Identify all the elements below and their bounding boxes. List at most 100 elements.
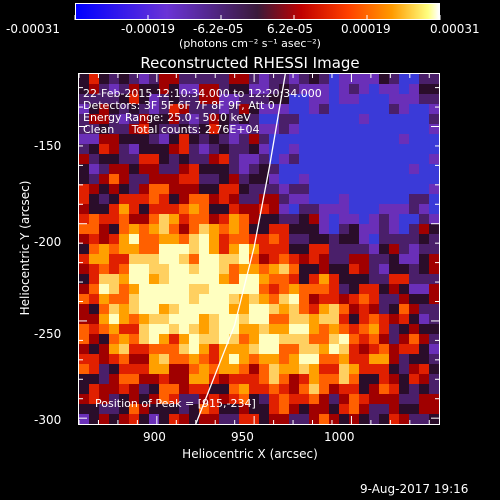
heatmap-cell (119, 94, 130, 105)
heatmap-cell (189, 284, 200, 295)
heatmap-cell (89, 214, 100, 225)
heatmap-cell (259, 274, 270, 285)
heatmap-cell (279, 374, 290, 385)
heatmap-cell (409, 324, 420, 335)
heatmap-cell (99, 144, 110, 155)
heatmap-cell (359, 114, 370, 125)
heatmap-cell (179, 104, 190, 115)
heatmap-cell (89, 324, 100, 335)
heatmap-cell (99, 354, 110, 365)
y-tick-label: -200 (34, 235, 62, 249)
heatmap-cell (429, 364, 439, 375)
heatmap-cell (109, 354, 120, 365)
heatmap-cell (229, 374, 240, 385)
heatmap-cell (329, 204, 340, 215)
heatmap-cell (229, 354, 240, 365)
heatmap-cell (259, 124, 270, 135)
heatmap-cell (309, 134, 320, 145)
heatmap-cell (209, 214, 220, 225)
heatmap-cell (99, 324, 110, 335)
heatmap-cell (289, 254, 300, 265)
heatmap-cell (429, 104, 439, 115)
heatmap-cell (229, 324, 240, 335)
heatmap-cell (229, 244, 240, 255)
heatmap-cell (239, 394, 250, 405)
heatmap-cell (209, 234, 220, 245)
heatmap-cell (99, 374, 110, 385)
heatmap-cell (399, 384, 410, 395)
heatmap-cell (419, 254, 430, 265)
heatmap-cell (399, 184, 410, 195)
heatmap-cell (229, 74, 240, 85)
heatmap-cell (219, 274, 230, 285)
heatmap-cell (109, 154, 120, 165)
heatmap-cell (249, 194, 260, 205)
heatmap-cell (369, 284, 380, 295)
heatmap-cell (119, 284, 130, 295)
heatmap-cell (119, 404, 130, 415)
heatmap-cell (409, 194, 420, 205)
heatmap-cell (389, 294, 400, 305)
heatmap-cell (209, 84, 220, 95)
heatmap-cell (309, 194, 320, 205)
heatmap-cell (319, 104, 330, 115)
heatmap-cell (169, 74, 180, 85)
heatmap-cell (159, 334, 170, 345)
heatmap-cell (239, 304, 250, 315)
heatmap-cell (379, 284, 390, 295)
heatmap-cell (379, 194, 390, 205)
heatmap-cell (329, 344, 340, 355)
heatmap-cell (229, 134, 240, 145)
heatmap-cell (419, 154, 430, 165)
heatmap-cell (299, 84, 310, 95)
heatmap-cell (159, 314, 170, 325)
heatmap-cell (289, 244, 300, 255)
heatmap-cell (159, 394, 170, 405)
heatmap-cell (379, 394, 390, 405)
heatmap-cell (369, 214, 380, 225)
heatmap-cell (179, 134, 190, 145)
heatmap-cell (339, 104, 350, 115)
heatmap-cell (219, 194, 230, 205)
heatmap-cell (349, 344, 360, 355)
heatmap-cell (419, 394, 430, 405)
heatmap-cell (419, 304, 430, 315)
heatmap-cell (349, 394, 360, 405)
heatmap-cell (199, 334, 210, 345)
colorbar-tick-label: 0.00019 (341, 22, 391, 36)
heatmap-cell (239, 124, 250, 135)
heatmap-cell (179, 334, 190, 345)
heatmap-cell (359, 284, 370, 295)
heatmap-cell (269, 354, 280, 365)
heatmap-cell (269, 404, 280, 415)
colorbar-axis (74, 15, 441, 20)
heatmap-cell (199, 404, 210, 415)
heatmap-cell (179, 234, 190, 245)
heatmap-cell (369, 124, 380, 135)
heatmap-cell (139, 294, 150, 305)
heatmap-cell (129, 284, 140, 295)
heatmap-cell (379, 314, 390, 325)
heatmap-cell (369, 94, 380, 105)
heatmap-cell (149, 124, 160, 135)
heatmap-cell (219, 134, 230, 145)
heatmap-cell (229, 144, 240, 155)
heatmap-cell (179, 224, 190, 235)
heatmap-cell (379, 304, 390, 315)
heatmap-cell (129, 274, 140, 285)
heatmap-cell (159, 274, 170, 285)
heatmap-cell (159, 404, 170, 415)
heatmap-cell (379, 84, 390, 95)
heatmap-cell (429, 154, 439, 165)
heatmap-cell (199, 104, 210, 115)
heatmap-cell (399, 194, 410, 205)
heatmap-cell (239, 224, 250, 235)
heatmap-cell (329, 264, 340, 275)
heatmap-cell (319, 94, 330, 105)
heatmap-cell (429, 304, 439, 315)
heatmap-cell (419, 334, 430, 345)
colorbar-tick-label: 6.2e-05 (267, 22, 314, 36)
heatmap-cell (189, 194, 200, 205)
heatmap-cell (209, 344, 220, 355)
heatmap-cell (399, 284, 410, 295)
